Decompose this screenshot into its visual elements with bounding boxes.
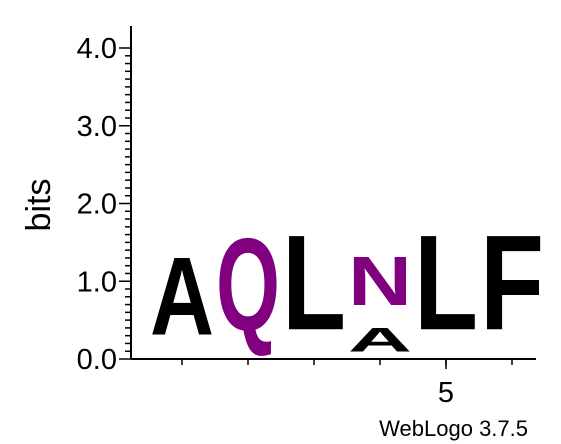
logo-letter-Q: Q xyxy=(216,212,280,358)
y-tick-label: 1.0 xyxy=(77,266,117,298)
logo-letters: A Q L AN L F xyxy=(150,206,544,359)
y-tick-label: 0.0 xyxy=(77,344,117,376)
y-tick-label: 2.0 xyxy=(77,189,117,221)
logo-letter-L: L xyxy=(414,206,478,358)
logo-letter-A: A xyxy=(150,235,214,359)
logo-letter-N: N xyxy=(348,242,412,320)
weblogo-credit: WebLogo 3.7.5 xyxy=(379,416,528,441)
axes: 0.0 1.0 2.0 3.0 4.0 5 xyxy=(77,26,536,409)
y-axis-label: bits xyxy=(20,179,58,232)
y-tick-label: 3.0 xyxy=(77,111,117,143)
logo-letter-A: A xyxy=(348,320,412,359)
x-tick-label: 5 xyxy=(438,377,454,409)
logo-letter-L: L xyxy=(282,206,346,358)
y-tick-label: 4.0 xyxy=(77,33,117,65)
logo-letter-F: F xyxy=(480,206,544,358)
